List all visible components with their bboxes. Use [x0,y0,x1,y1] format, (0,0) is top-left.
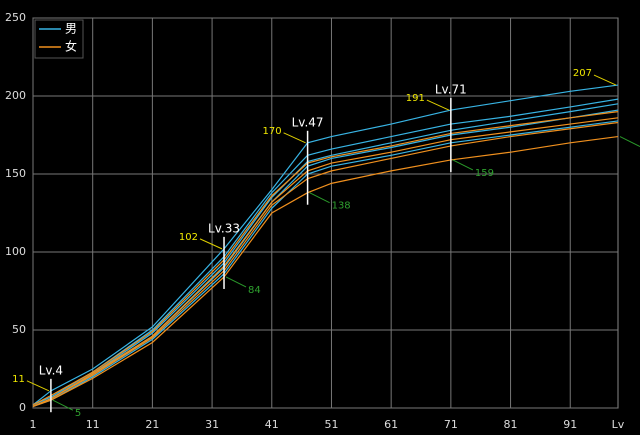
y-tick-label: 100 [5,245,26,258]
x-axis-label: Lv [612,418,625,431]
max-leader [26,380,50,392]
min-leader [225,276,247,288]
max-label: 102 [179,232,198,243]
min-label: 159 [475,168,494,179]
max-leader [199,238,223,250]
y-tick-label: 150 [5,167,26,180]
max-leader [426,99,450,111]
x-tick-label: 91 [563,418,577,431]
min-label: 84 [248,285,261,296]
x-tick-label: 61 [384,418,398,431]
min-leader [619,136,640,148]
min-label: 5 [75,408,81,419]
y-tick-label: 200 [5,89,26,102]
legend-label: 女 [65,39,77,54]
x-tick-label: 11 [86,418,100,431]
annotation-label: Lv.71 [435,83,467,97]
legend-label: 男 [65,22,77,36]
x-tick-label: 31 [205,418,219,431]
x-tick-label: 51 [324,418,338,431]
y-tick-label: 0 [19,401,26,414]
max-leader [593,74,617,86]
x-tick-label: 71 [444,418,458,431]
max-leader [283,132,306,144]
max-label: 11 [12,374,25,385]
x-tick-label: 41 [265,418,279,431]
max-label: 207 [573,68,592,79]
legend-box [34,19,84,59]
max-label: 191 [406,93,425,104]
min-leader [452,159,474,171]
min-leader [52,399,74,411]
annotation-label: Lv.33 [208,221,240,235]
y-tick-label: 250 [5,11,26,24]
min-label: 138 [332,201,351,212]
x-tick-label: 81 [504,418,518,431]
max-label: 170 [262,126,281,137]
x-tick-label: 21 [145,418,159,431]
annotation-label: Lv.47 [292,115,324,129]
x-tick-label: 1 [30,418,37,431]
annotation-label: Lv.4 [39,363,63,377]
min-leader [309,192,330,204]
y-tick-label: 50 [12,323,26,336]
